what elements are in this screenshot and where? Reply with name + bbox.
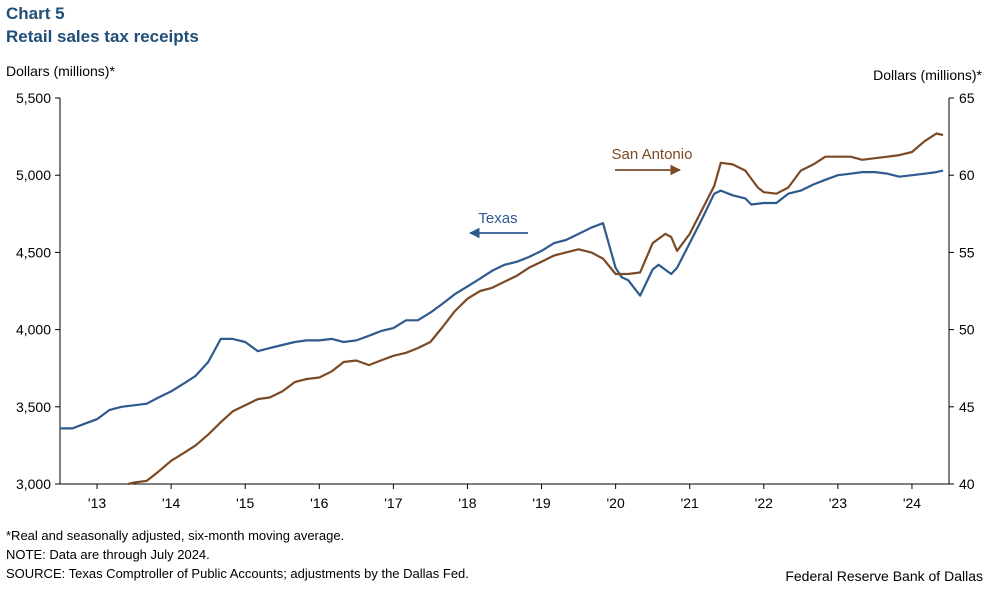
texas-label: Texas: [478, 210, 517, 227]
footnote-source: SOURCE: Texas Comptroller of Public Acco…: [6, 566, 469, 581]
y-tick-label-left: 4,000: [16, 322, 51, 338]
credit-label: Federal Reserve Bank of Dallas: [785, 568, 983, 584]
san-antonio-label: San Antonio: [612, 146, 693, 163]
x-tick-label: '14: [162, 495, 180, 511]
y-tick-label-right: 40: [959, 476, 975, 492]
y-axis-label-left: Dollars (millions)*: [6, 63, 115, 79]
series-line-san-antonio: [127, 132, 944, 486]
chart-number: Chart 5: [6, 4, 65, 23]
x-tick-label: '23: [829, 495, 847, 511]
series-lines: [60, 132, 944, 486]
y-tick-label-right: 50: [959, 322, 975, 338]
y-tick-label-right: 60: [959, 167, 975, 183]
x-tick-label: '22: [755, 495, 773, 511]
y-tick-label-left: 3,000: [16, 476, 51, 492]
y-tick-label-left: 3,500: [16, 399, 51, 415]
x-tick-label: '13: [88, 495, 106, 511]
x-tick-label: '19: [532, 495, 550, 511]
axes: 3,000 3,500 4,000 4,500 5,000 5,500 40 45 50 55 60…: [16, 90, 975, 511]
x-tick-label: '15: [236, 495, 254, 511]
y-tick-label-right: 45: [959, 399, 975, 415]
y-tick-label-left: 4,500: [16, 244, 51, 260]
x-tick-label: '18: [458, 495, 476, 511]
x-tick-label: '17: [384, 495, 402, 511]
y-tick-label-left: 5,000: [16, 167, 51, 183]
x-tick-label: '16: [310, 495, 328, 511]
y-axis-label-right: Dollars (millions)*: [873, 67, 982, 83]
footnote-data-through: NOTE: Data are through July 2024.: [6, 547, 210, 562]
footnote-adjustment: *Real and seasonally adjusted, six-month…: [6, 528, 345, 543]
y-tick-label-right: 65: [959, 90, 975, 106]
y-tick-label-left: 5,500: [16, 90, 51, 106]
chart-title: Retail sales tax receipts: [6, 27, 199, 46]
series-line-texas: [60, 169, 944, 430]
x-tick-label: '20: [607, 495, 625, 511]
x-tick-label: '21: [681, 495, 699, 511]
x-tick-label: '24: [903, 495, 921, 511]
y-tick-label-right: 55: [959, 244, 975, 260]
annotations: Texas San Antonio: [468, 146, 693, 239]
